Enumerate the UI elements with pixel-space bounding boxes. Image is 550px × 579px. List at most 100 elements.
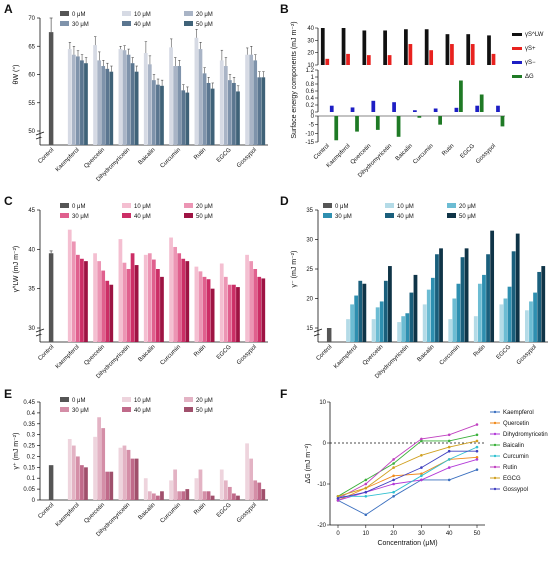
bar-egcg [223, 480, 228, 500]
legend-label: 0 μM [72, 204, 85, 210]
data-point [447, 439, 451, 443]
bar-quercetin [379, 301, 384, 342]
category-label: Control [313, 143, 331, 161]
bar-lw [466, 34, 471, 65]
bar-rutin [206, 82, 211, 145]
x-tick-label: 30 [418, 531, 425, 537]
bar-baicalin [143, 478, 148, 500]
legend-swatch [60, 21, 69, 26]
y-tick-label: 60 [28, 73, 35, 79]
bar-gossypol [261, 278, 266, 342]
data-point [447, 433, 451, 437]
data-point [364, 495, 368, 498]
bar-control [48, 253, 54, 342]
y-tick-label: 0.8 [306, 82, 315, 88]
y-tick-label: 15 [306, 326, 313, 332]
bar-quercetin [97, 417, 102, 500]
bar-rutin [206, 491, 211, 500]
legend-label: 30 μM [335, 214, 352, 220]
category-label: Kaempferol [333, 344, 359, 370]
panel-label-a: A [4, 2, 13, 16]
data-point [420, 439, 423, 443]
bar-lw [424, 29, 429, 65]
bar-lw [445, 34, 450, 65]
bar-egcg [507, 286, 512, 342]
x-tick-label: 20 [390, 531, 397, 537]
category-label: Curcumin [160, 344, 182, 366]
data-point [475, 458, 479, 461]
bar-curcumin [177, 491, 182, 500]
bar-baicalin [151, 80, 156, 145]
legend-swatch [122, 397, 131, 402]
bar-dihydromyricetin [122, 262, 127, 342]
legend-swatch [122, 203, 131, 208]
bar-egcg [232, 284, 236, 342]
bar-lw [383, 30, 387, 65]
bar-lw [341, 28, 346, 65]
y-axis-label: γ^LW (mJ m⁻²) [13, 246, 20, 293]
bar-egcg [219, 60, 224, 145]
bar-quercetin [93, 253, 97, 342]
bar-minus [475, 105, 480, 112]
category-label: Curcumin [412, 143, 434, 165]
bar-curcumin [173, 246, 178, 342]
bar-minus [350, 107, 355, 112]
data-point [447, 466, 451, 469]
category-label: Control [316, 344, 334, 362]
bar-plus [408, 44, 413, 65]
legend-label: Kaempferol [503, 410, 534, 416]
bar-deltag [479, 94, 484, 112]
bar-egcg [232, 493, 236, 500]
panel-label-b: B [280, 2, 289, 16]
bar-gossypol [541, 266, 546, 342]
bar-dihydromyricetin [409, 292, 414, 342]
data-point [447, 458, 451, 461]
bar-rutin [477, 283, 482, 342]
bar-rutin [490, 230, 495, 342]
bar-kaempferol [80, 60, 84, 145]
category-label: Curcumin [160, 502, 182, 524]
data-point [475, 456, 479, 459]
bar-kaempferol [84, 467, 88, 500]
axis-break-mark [35, 328, 45, 333]
bar-baicalin [430, 277, 435, 342]
bar-curcumin [460, 257, 465, 342]
bar-curcumin [456, 283, 461, 342]
bar-rutin [210, 288, 215, 342]
bar-rutin [210, 88, 215, 145]
bar-deltag [355, 116, 359, 132]
legend-label: Baicalin [503, 443, 524, 449]
category-label: Curcumin [439, 344, 461, 366]
x-tick-label: 50 [474, 531, 481, 537]
bar-dihydromyricetin [126, 54, 131, 145]
bar-dihydromyricetin [118, 447, 123, 500]
bar-kaempferol [67, 439, 72, 500]
category-label: Baicalin [138, 147, 157, 166]
y-tick-label: 0 [311, 114, 315, 120]
bar-gossypol [257, 276, 262, 342]
legend-label: 20 μM [196, 12, 213, 18]
y-axis-label: Surface energy components (mJ m⁻²) [291, 21, 298, 138]
bar-quercetin [383, 280, 388, 342]
data-point [336, 495, 340, 498]
legend-swatch [122, 11, 131, 16]
y-tick-label: -20 [317, 523, 326, 529]
bar-plus [387, 55, 392, 65]
legend-marker [493, 432, 497, 436]
data-point [420, 472, 423, 476]
bar-quercetin [109, 71, 114, 145]
category-label: Gossypol [475, 143, 497, 165]
bar-egcg [219, 469, 224, 500]
y-tick-label: 65 [28, 44, 35, 50]
data-point [475, 468, 479, 471]
legend-label: 50 μM [196, 22, 213, 28]
legend-swatch [60, 213, 69, 218]
bar-quercetin [388, 266, 392, 342]
bar-kaempferol [350, 304, 354, 342]
legend-label: γS+ [525, 46, 536, 52]
data-point [475, 445, 479, 449]
legend-marker [493, 443, 497, 447]
axis-break-mark [313, 328, 323, 333]
legend-swatch [60, 397, 69, 402]
bar-curcumin [169, 47, 173, 145]
